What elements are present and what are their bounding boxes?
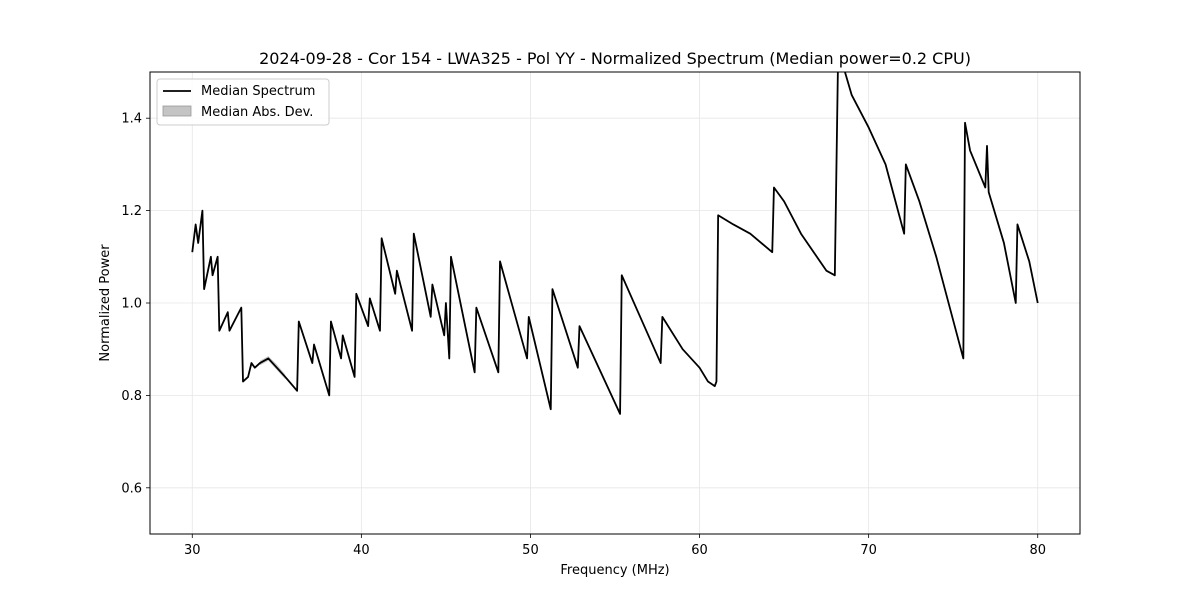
x-tick-label: 80: [1029, 543, 1046, 558]
chart-title: 2024-09-28 - Cor 154 - LWA325 - Pol YY -…: [259, 49, 971, 68]
legend-label-median-spectrum: Median Spectrum: [201, 84, 315, 99]
x-tick-label: 50: [522, 543, 539, 558]
y-axis-label: Normalized Power: [98, 244, 113, 362]
mad-band: [259, 356, 286, 380]
x-tick-label: 60: [691, 543, 708, 558]
x-axis: 30 40 50 60 70 80: [184, 534, 1046, 558]
legend: Median Spectrum Median Abs. Dev.: [156, 78, 330, 126]
y-tick-label: 1.2: [121, 204, 142, 219]
legend-label-median-abs-dev: Median Abs. Dev.: [201, 105, 313, 120]
median-line-layer: [191, 72, 1039, 415]
median-spectrum-line: [191, 72, 1039, 415]
x-tick-label: 30: [184, 543, 201, 558]
x-axis-label: Frequency (MHz): [560, 563, 669, 578]
x-tick-label: 70: [860, 543, 877, 558]
grid: [150, 72, 1080, 534]
y-tick-label: 1.4: [121, 112, 142, 127]
y-tick-label: 0.6: [121, 481, 142, 496]
y-axis: 0.6 0.8 1.0 1.2 1.4: [121, 112, 150, 496]
y-tick-label: 0.8: [121, 389, 142, 404]
legend-box: [156, 78, 330, 126]
legend-band-swatch: [162, 105, 192, 117]
x-tick-label: 40: [353, 543, 370, 558]
mad-band-layer: [259, 356, 286, 380]
y-tick-label: 1.0: [121, 297, 142, 312]
